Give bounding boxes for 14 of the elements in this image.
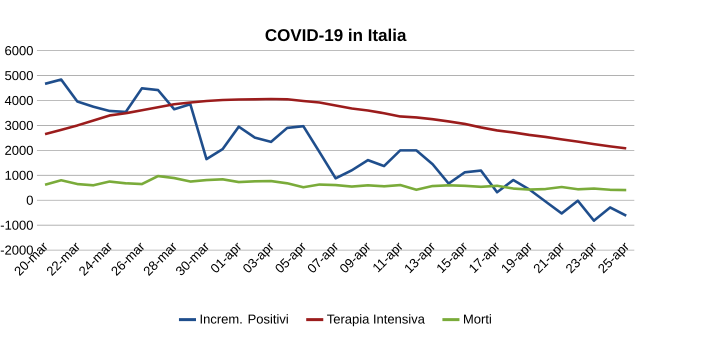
chart-title: COVID-19 in Italia bbox=[266, 28, 407, 42]
y-tick-label: 5000 bbox=[5, 71, 33, 80]
legend-label: Morti bbox=[464, 314, 491, 324]
line-series bbox=[44, 78, 628, 222]
legend-label: Terapia Intensiva bbox=[327, 314, 425, 326]
y-tick-label: 4000 bbox=[4, 96, 33, 106]
y-tick-label: 3000 bbox=[5, 120, 33, 130]
y-tick-label: 0 bbox=[26, 196, 33, 205]
y-tick-label: 6000 bbox=[5, 46, 33, 56]
y-tick-label: 1000 bbox=[6, 170, 33, 180]
y-tick-label: -1000 bbox=[0, 220, 33, 230]
y-tick-label: 2000 bbox=[5, 146, 33, 156]
line-series bbox=[44, 174, 628, 192]
legend-label: Increm. Positivi bbox=[200, 314, 288, 324]
